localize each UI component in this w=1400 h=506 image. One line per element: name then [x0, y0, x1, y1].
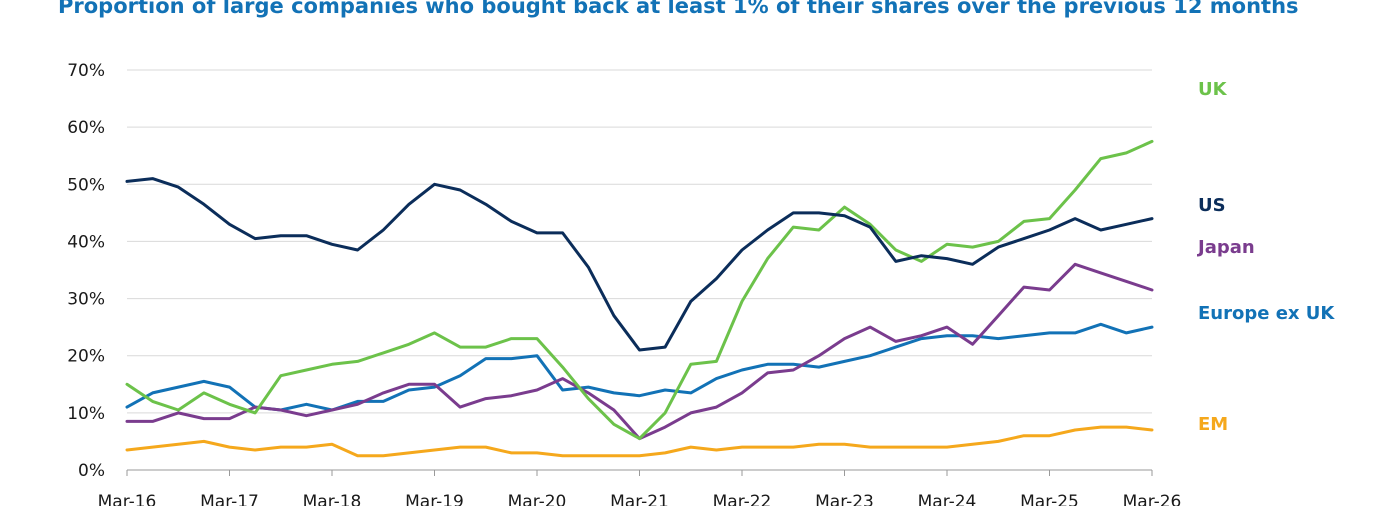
x-tick-label: Mar-16	[98, 492, 157, 506]
x-tick-label: Mar-21	[610, 492, 669, 506]
y-tick-label: 10%	[67, 404, 105, 424]
y-tick-label: 60%	[67, 118, 105, 138]
x-tick-label: Mar-25	[1020, 492, 1079, 506]
series-line-em	[125, 425, 1154, 458]
y-tick-label: 70%	[67, 61, 105, 81]
x-tick-label: Mar-24	[918, 492, 977, 506]
y-axis: 0% 10% 20% 30% 40% 50% 60% 70%	[67, 61, 105, 481]
x-tick-label: Mar-26	[1123, 492, 1182, 506]
x-tick-label: Mar-23	[815, 492, 874, 506]
x-tick-label: Mar-20	[508, 492, 567, 506]
series-line-uk	[125, 139, 1154, 441]
y-tick-label: 0%	[78, 461, 105, 481]
x-tick-label: Mar-22	[713, 492, 772, 506]
legend-label-japan: Japan	[1196, 237, 1255, 258]
x-axis: Mar-16 Mar-17 Mar-18 Mar-19 Mar-20 Mar-21 Mar-…	[98, 469, 1182, 506]
legend-label-europe-ex-uk: Europe ex UK	[1198, 303, 1335, 324]
legend-label-em: EM	[1198, 414, 1228, 435]
legend: UK US Japan Europe ex UK EM	[1196, 79, 1335, 435]
legend-label-us: US	[1198, 195, 1226, 216]
y-tick-label: 20%	[67, 347, 105, 367]
y-tick-label: 50%	[67, 175, 105, 195]
series-line-europe-ex-uk	[125, 322, 1154, 412]
series-lines	[125, 139, 1154, 458]
y-tick-label: 30%	[67, 290, 105, 310]
x-tick-label: Mar-17	[200, 492, 259, 506]
chart-title: Proportion of large companies who bought…	[58, 0, 1299, 18]
legend-label-uk: UK	[1198, 79, 1228, 100]
x-tick-label: Mar-19	[405, 492, 464, 506]
series-line-us	[125, 177, 1154, 352]
gridlines	[127, 69, 1152, 414]
y-tick-label: 40%	[67, 232, 105, 252]
x-tick-label: Mar-18	[303, 492, 362, 506]
